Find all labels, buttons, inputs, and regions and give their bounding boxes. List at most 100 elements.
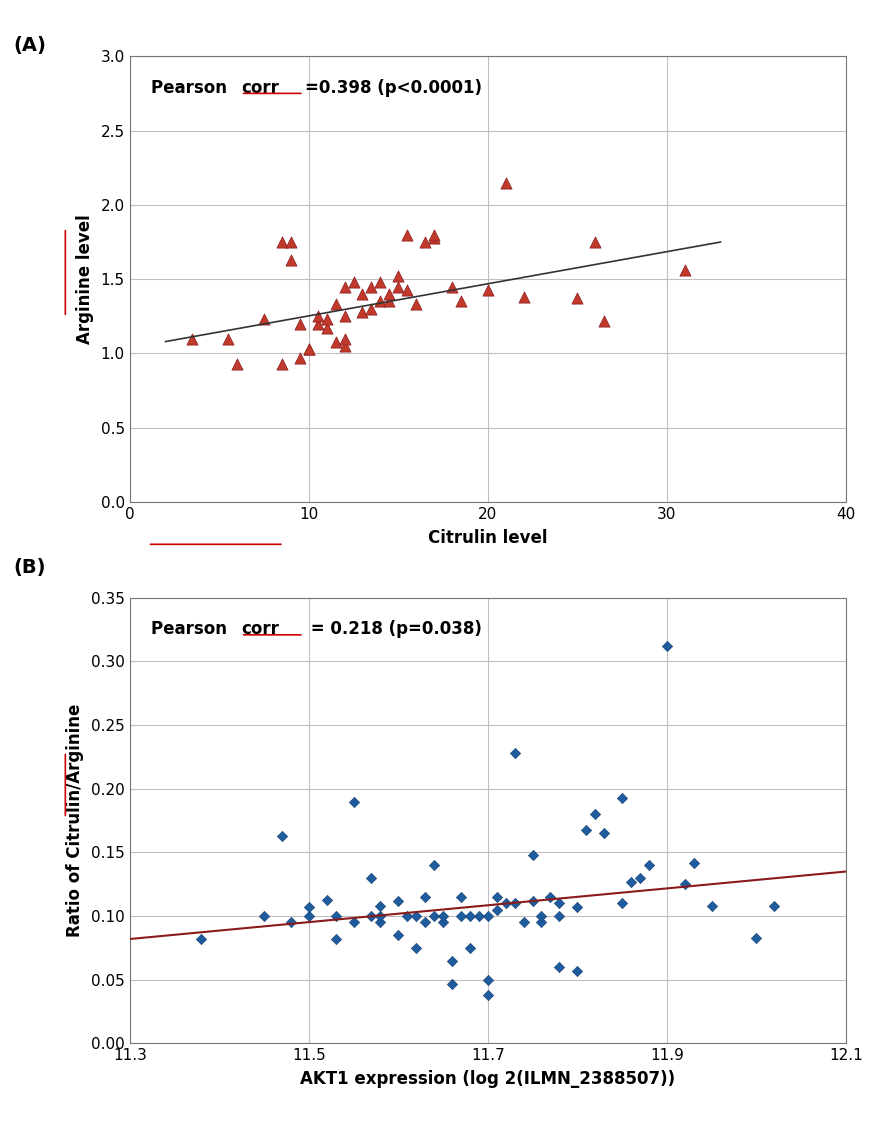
Text: Pearson: Pearson bbox=[151, 620, 232, 638]
X-axis label: Citrulin level: Citrulin level bbox=[427, 529, 547, 547]
Point bbox=[748, 928, 763, 946]
Point bbox=[391, 267, 405, 285]
Point bbox=[355, 285, 369, 303]
Point bbox=[453, 888, 468, 906]
Point bbox=[453, 292, 468, 310]
Point bbox=[641, 856, 655, 874]
Point bbox=[328, 929, 342, 948]
Point bbox=[364, 907, 378, 925]
Point bbox=[480, 986, 494, 1004]
Text: =0.398 (p<0.0001): =0.398 (p<0.0001) bbox=[305, 79, 482, 97]
Point bbox=[498, 174, 512, 192]
Point bbox=[435, 914, 450, 932]
Point bbox=[292, 349, 307, 367]
Point bbox=[435, 907, 450, 925]
Point bbox=[274, 233, 289, 252]
Point bbox=[283, 914, 298, 932]
Point bbox=[543, 888, 557, 906]
Point bbox=[426, 856, 441, 874]
Point bbox=[337, 277, 351, 296]
X-axis label: AKT1 expression (log 2(ILMN_2388507)): AKT1 expression (log 2(ILMN_2388507)) bbox=[299, 1070, 675, 1089]
Point bbox=[569, 290, 584, 308]
Point bbox=[319, 310, 333, 328]
Point bbox=[614, 788, 628, 807]
Point bbox=[283, 250, 298, 268]
Point bbox=[569, 962, 584, 980]
Point bbox=[480, 281, 494, 299]
Point bbox=[659, 637, 673, 655]
Point bbox=[346, 793, 360, 811]
Point bbox=[230, 355, 244, 373]
Point bbox=[686, 854, 700, 872]
Point bbox=[373, 897, 387, 915]
Point bbox=[587, 233, 602, 252]
Y-axis label: Arginine level: Arginine level bbox=[76, 214, 94, 344]
Point bbox=[417, 914, 432, 932]
Point bbox=[400, 226, 414, 244]
Point bbox=[462, 907, 477, 925]
Point bbox=[489, 900, 503, 918]
Point bbox=[596, 311, 611, 329]
Point bbox=[346, 273, 360, 291]
Point bbox=[257, 310, 271, 328]
Point bbox=[525, 846, 539, 864]
Point bbox=[766, 897, 780, 915]
Point bbox=[552, 907, 566, 925]
Point bbox=[417, 888, 432, 906]
Point bbox=[516, 914, 530, 932]
Point bbox=[301, 340, 316, 358]
Point bbox=[426, 226, 441, 244]
Point bbox=[373, 273, 387, 291]
Point bbox=[337, 307, 351, 325]
Point bbox=[534, 914, 548, 932]
Point bbox=[364, 869, 378, 887]
Y-axis label: Ratio of Citrulin/Arginine: Ratio of Citrulin/Arginine bbox=[66, 704, 84, 937]
Point bbox=[632, 869, 646, 887]
Text: corr: corr bbox=[240, 620, 278, 638]
Point bbox=[507, 744, 521, 763]
Point bbox=[552, 895, 566, 913]
Point bbox=[480, 971, 494, 989]
Point bbox=[346, 914, 360, 932]
Text: corr: corr bbox=[240, 79, 278, 97]
Point bbox=[623, 873, 637, 891]
Point bbox=[328, 907, 342, 925]
Point bbox=[409, 938, 423, 957]
Point bbox=[301, 340, 316, 358]
Point bbox=[498, 895, 512, 913]
Point bbox=[185, 329, 199, 347]
Point bbox=[301, 898, 316, 916]
Point bbox=[337, 329, 351, 347]
Point bbox=[534, 907, 548, 925]
Point bbox=[704, 897, 718, 915]
Point bbox=[409, 907, 423, 925]
Point bbox=[444, 952, 459, 970]
Point bbox=[462, 938, 477, 957]
Point bbox=[310, 315, 325, 333]
Point bbox=[409, 296, 423, 314]
Point bbox=[283, 233, 298, 252]
Point bbox=[274, 827, 289, 845]
Point bbox=[382, 285, 396, 303]
Point bbox=[417, 233, 432, 252]
Text: (B): (B) bbox=[13, 558, 46, 578]
Point bbox=[516, 288, 530, 306]
Point bbox=[426, 229, 441, 247]
Point bbox=[480, 907, 494, 925]
Point bbox=[328, 333, 342, 351]
Point bbox=[578, 820, 593, 838]
Text: (A): (A) bbox=[13, 36, 46, 55]
Text: = 0.218 (p=0.038): = 0.218 (p=0.038) bbox=[305, 620, 482, 638]
Point bbox=[426, 907, 441, 925]
Point bbox=[364, 277, 378, 296]
Point bbox=[569, 898, 584, 916]
Point bbox=[552, 958, 566, 976]
Point bbox=[301, 907, 316, 925]
Text: Pearson: Pearson bbox=[151, 79, 232, 97]
Point bbox=[373, 292, 387, 310]
Point bbox=[400, 907, 414, 925]
Point bbox=[391, 926, 405, 944]
Point bbox=[257, 907, 271, 925]
Point bbox=[194, 929, 208, 948]
Point bbox=[444, 975, 459, 993]
